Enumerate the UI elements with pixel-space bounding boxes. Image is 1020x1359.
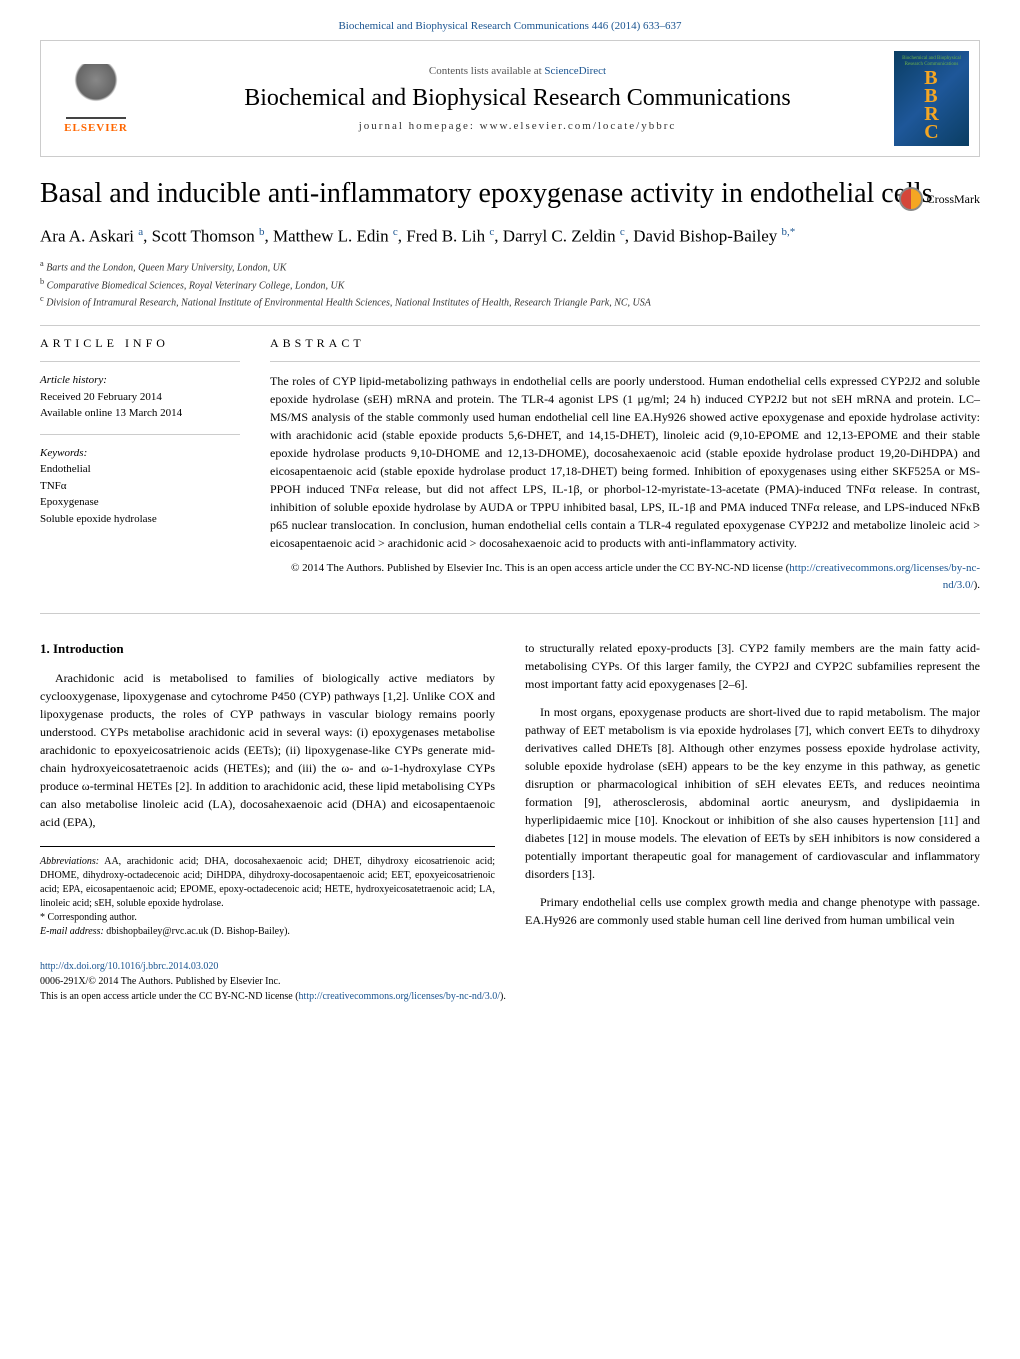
footer: http://dx.doi.org/10.1016/j.bbrc.2014.03…: [40, 959, 980, 1004]
license-line: This is an open access article under the…: [40, 989, 980, 1004]
keyword: Soluble epoxide hydrolase: [40, 511, 240, 528]
email-label: E-mail address:: [40, 926, 106, 937]
left-column: 1. Introduction Arachidonic acid is meta…: [40, 639, 495, 939]
journal-name: Biochemical and Biophysical Research Com…: [141, 85, 894, 112]
divider: [40, 361, 240, 362]
intro-p2: to structurally related epoxy-products […: [525, 639, 980, 693]
intro-heading: 1. Introduction: [40, 639, 495, 659]
available-date: Available online 13 March 2014: [40, 405, 240, 422]
elsevier-label: ELSEVIER: [64, 122, 128, 134]
keyword: TNFα: [40, 478, 240, 495]
keywords-label: Keywords:: [40, 445, 240, 462]
homepage-label: journal homepage:: [359, 120, 480, 132]
affiliation-a: a Barts and the London, Queen Mary Unive…: [40, 258, 980, 275]
intro-p1: Arachidonic acid is metabolised to famil…: [40, 669, 495, 831]
abstract-col: ABSTRACT The roles of CYP lipid-metaboli…: [270, 336, 980, 593]
divider: [40, 613, 980, 614]
affiliation-b: b Comparative Biomedical Sciences, Royal…: [40, 276, 980, 293]
email-line: E-mail address: dbishopbailey@rvc.ac.uk …: [40, 925, 495, 939]
divider: [270, 361, 980, 362]
doi-link[interactable]: http://dx.doi.org/10.1016/j.bbrc.2014.03…: [40, 961, 218, 972]
divider: [40, 325, 980, 326]
email-suffix: (D. Bishop-Bailey).: [208, 926, 290, 937]
copyright-close: ).: [974, 579, 980, 591]
journal-homepage: journal homepage: www.elsevier.com/locat…: [141, 120, 894, 132]
crossmark-badge[interactable]: CrossMark: [899, 187, 980, 211]
keywords-block: Keywords: Endothelial TNFα Epoxygenase S…: [40, 445, 240, 528]
intro-p3: In most organs, epoxygenase products are…: [525, 703, 980, 883]
abstract-text: The roles of CYP lipid-metabolizing path…: [270, 372, 980, 552]
article-info-heading: ARTICLE INFO: [40, 336, 240, 351]
crossmark-icon: [899, 187, 923, 211]
info-abstract-row: ARTICLE INFO Article history: Received 2…: [40, 336, 980, 593]
sciencedirect-link[interactable]: ScienceDirect: [544, 65, 606, 77]
affiliations: a Barts and the London, Queen Mary Unive…: [40, 258, 980, 310]
issn-line: 0006-291X/© 2014 The Authors. Published …: [40, 974, 980, 989]
license-close: ).: [500, 991, 506, 1002]
title-section: CrossMark Basal and inducible anti-infla…: [40, 177, 980, 310]
footer-license-link[interactable]: http://creativecommons.org/licenses/by-n…: [299, 991, 500, 1002]
cover-subtitle: Biochemical and Biophysical Research Com…: [899, 56, 964, 67]
abstract-copyright: © 2014 The Authors. Published by Elsevie…: [270, 560, 980, 593]
homepage-url[interactable]: www.elsevier.com/locate/ybbrc: [480, 120, 677, 132]
citation-header: Biochemical and Biophysical Research Com…: [40, 20, 980, 32]
right-column: to structurally related epoxy-products […: [525, 639, 980, 939]
main-content: 1. Introduction Arachidonic acid is meta…: [40, 639, 980, 939]
citation-link[interactable]: Biochemical and Biophysical Research Com…: [338, 20, 681, 32]
article-info-col: ARTICLE INFO Article history: Received 2…: [40, 336, 240, 593]
banner-center: Contents lists available at ScienceDirec…: [141, 65, 894, 132]
received-date: Received 20 February 2014: [40, 389, 240, 406]
elsevier-tree-icon: [66, 64, 126, 119]
history-label: Article history:: [40, 372, 240, 389]
affiliation-c: c Division of Intramural Research, Natio…: [40, 293, 980, 310]
divider: [40, 434, 240, 435]
license-link[interactable]: http://creativecommons.org/licenses/by-n…: [789, 562, 980, 591]
article-title: Basal and inducible anti-inflammatory ep…: [40, 177, 980, 211]
keyword: Epoxygenase: [40, 494, 240, 511]
journal-cover: Biochemical and Biophysical Research Com…: [894, 51, 969, 146]
sd-prefix: Contents lists available at: [429, 65, 544, 77]
intro-p4: Primary endothelial cells use complex gr…: [525, 893, 980, 929]
footnote-box: Abbreviations: AA, arachidonic acid; DHA…: [40, 846, 495, 939]
sciencedirect-line: Contents lists available at ScienceDirec…: [141, 65, 894, 77]
abbrev-label: Abbreviations:: [40, 856, 99, 867]
crossmark-label: CrossMark: [927, 192, 980, 207]
article-history: Article history: Received 20 February 20…: [40, 372, 240, 422]
cover-bbrc: BBRC: [924, 69, 938, 141]
author-email[interactable]: dbishopbailey@rvc.ac.uk: [106, 926, 208, 937]
corresponding-author: * Corresponding author.: [40, 911, 495, 925]
copyright-text: © 2014 The Authors. Published by Elsevie…: [291, 562, 789, 574]
abbrev-text: AA, arachidonic acid; DHA, docosahexaeno…: [40, 856, 495, 909]
keyword: Endothelial: [40, 461, 240, 478]
license-prefix: This is an open access article under the…: [40, 991, 299, 1002]
authors-list: Ara A. Askari a, Scott Thomson b, Matthe…: [40, 226, 980, 247]
abbreviations: Abbreviations: AA, arachidonic acid; DHA…: [40, 855, 495, 911]
abstract-heading: ABSTRACT: [270, 336, 980, 351]
journal-banner: ELSEVIER Contents lists available at Sci…: [40, 40, 980, 157]
elsevier-logo: ELSEVIER: [51, 54, 141, 144]
